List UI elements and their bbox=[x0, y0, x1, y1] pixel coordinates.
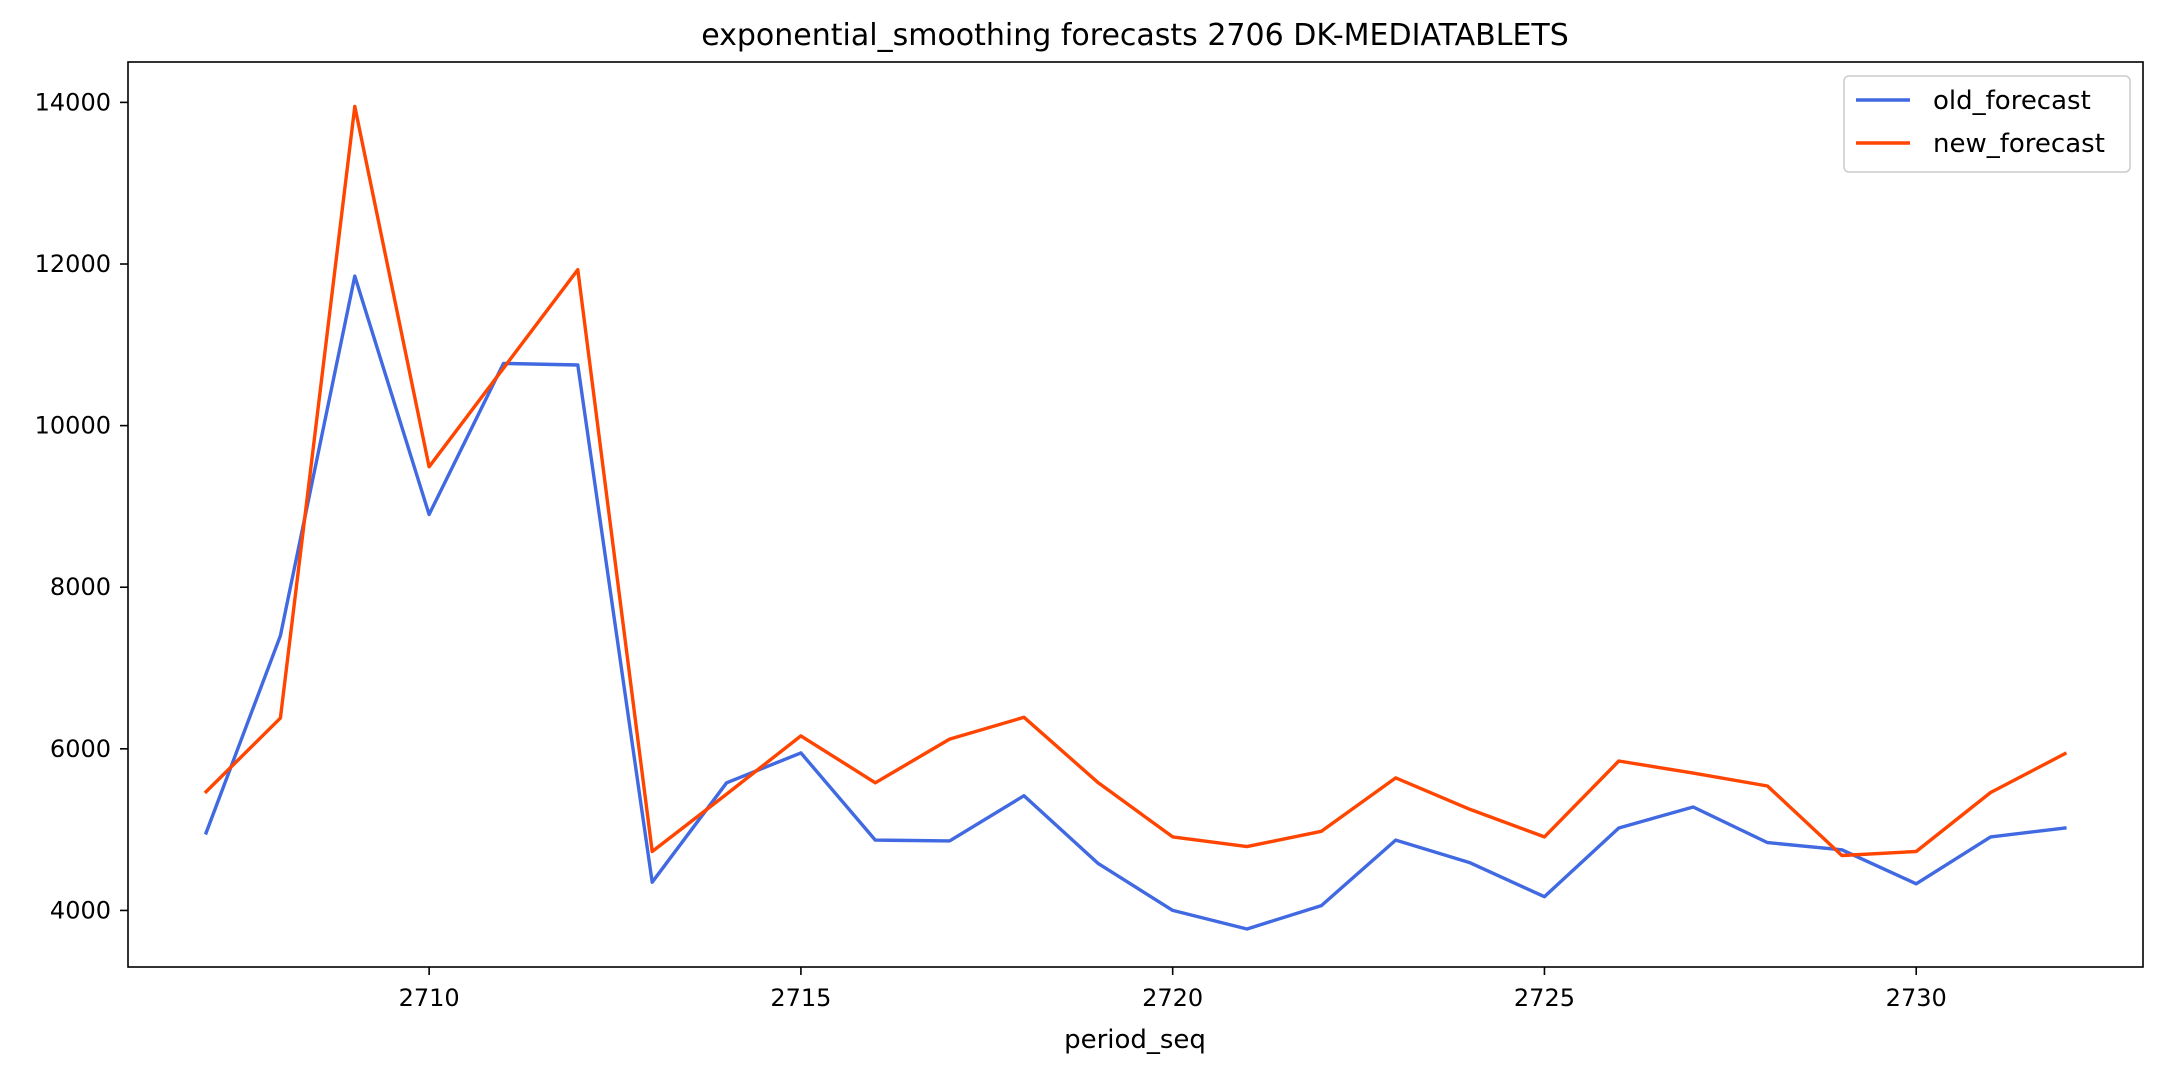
x-tick-label: 2730 bbox=[1886, 984, 1947, 1012]
y-tick-label: 6000 bbox=[50, 735, 111, 763]
y-tick-label: 4000 bbox=[50, 896, 111, 924]
x-tick-label: 2725 bbox=[1514, 984, 1575, 1012]
x-tick-label: 2720 bbox=[1142, 984, 1203, 1012]
legend-label-new_forecast: new_forecast bbox=[1933, 129, 2105, 159]
legend-label-old_forecast: old_forecast bbox=[1933, 86, 2091, 116]
axes-frame bbox=[127, 61, 2144, 968]
y-tick-label: 10000 bbox=[35, 412, 111, 440]
chart-title: exponential_smoothing forecasts 2706 DK-… bbox=[701, 18, 1569, 53]
plot-area bbox=[203, 104, 2068, 931]
series-line-new_forecast bbox=[203, 104, 2068, 858]
y-tick-label: 8000 bbox=[50, 573, 111, 601]
series-line-old_forecast bbox=[203, 274, 2067, 931]
axes: 2710 2715 2720 2725 2730 4000 6000 8000 10000 120… bbox=[35, 61, 2144, 1012]
legend: old_forecast new_forecast bbox=[1843, 75, 2131, 173]
x-axis-label: period_seq bbox=[1064, 1025, 1206, 1055]
y-tick-label: 12000 bbox=[35, 250, 111, 278]
legend-box bbox=[1843, 75, 2131, 173]
x-tick-label: 2715 bbox=[770, 984, 831, 1012]
x-tick-label: 2710 bbox=[399, 984, 460, 1012]
y-tick-label: 14000 bbox=[35, 88, 111, 116]
